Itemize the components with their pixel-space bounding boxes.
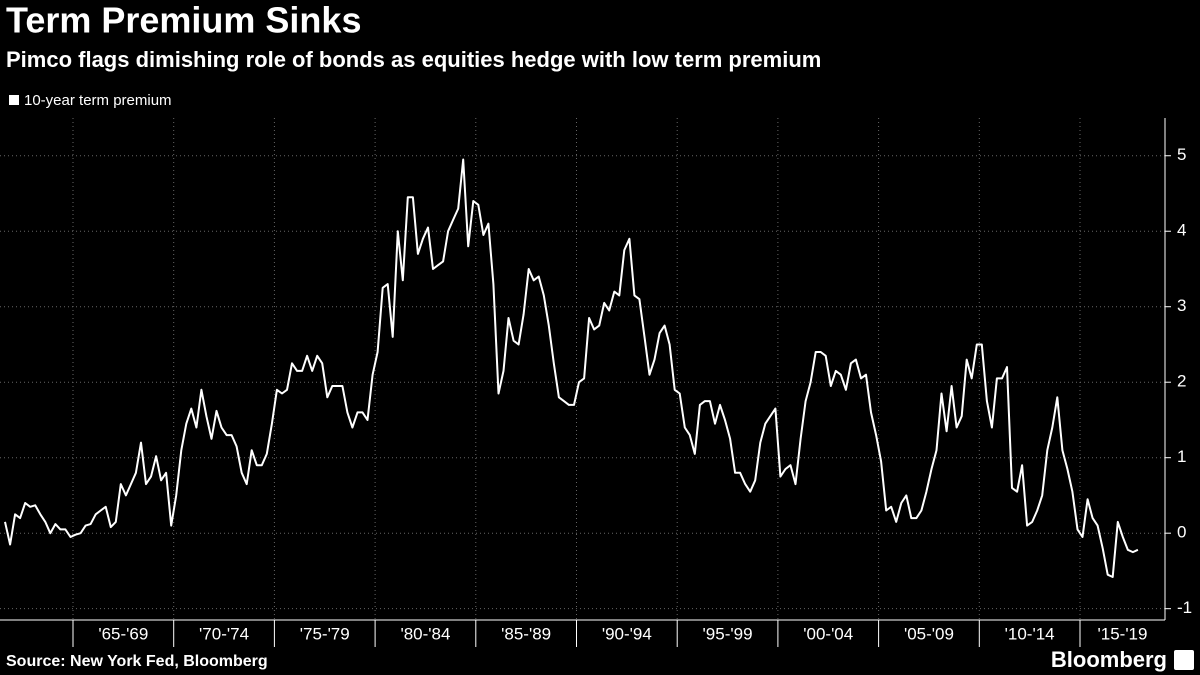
chart-title: Term Premium Sinks	[6, 0, 361, 41]
brand-logo: Bloomberg	[1051, 647, 1167, 672]
chart-subtitle: Pimco flags dimishing role of bonds as e…	[6, 47, 821, 72]
brand-icon	[1174, 650, 1194, 670]
x-tick-label: '95-'99	[703, 624, 753, 643]
source: Source: New York Fed, Bloomberg	[6, 653, 268, 670]
y-tick-label: 0	[1177, 523, 1186, 542]
data-line	[4, 158, 1139, 578]
legend-label: 10-year term premium	[24, 92, 172, 109]
x-tick-label: '00-'04	[803, 624, 853, 643]
y-tick-label: 1	[1177, 447, 1186, 466]
y-tick-label: -1	[1177, 598, 1192, 617]
x-tick-label: '85-'89	[501, 624, 551, 643]
x-tick-label: '75-'79	[300, 624, 350, 643]
y-tick-label: 4	[1177, 221, 1186, 240]
x-tick-label: '80-'84	[400, 624, 450, 643]
x-tick-label: '65-'69	[98, 624, 148, 643]
y-tick-label: 2	[1177, 372, 1186, 391]
x-tick-label: '90-'94	[602, 624, 652, 643]
y-tick-label: 5	[1177, 145, 1186, 164]
x-tick-label: '70-'74	[199, 624, 249, 643]
x-tick-label: '15-'19	[1098, 624, 1148, 643]
legend-swatch	[9, 95, 19, 105]
y-tick-label: 3	[1177, 296, 1186, 315]
x-tick-label: '05-'09	[904, 624, 954, 643]
plot-area: -1 0 1 2 3 4 5 '65-'69 '70-'74 '75-'79 '80-'84 '85-…	[0, 118, 1192, 647]
x-tick-label: '10-'14	[1005, 624, 1055, 643]
